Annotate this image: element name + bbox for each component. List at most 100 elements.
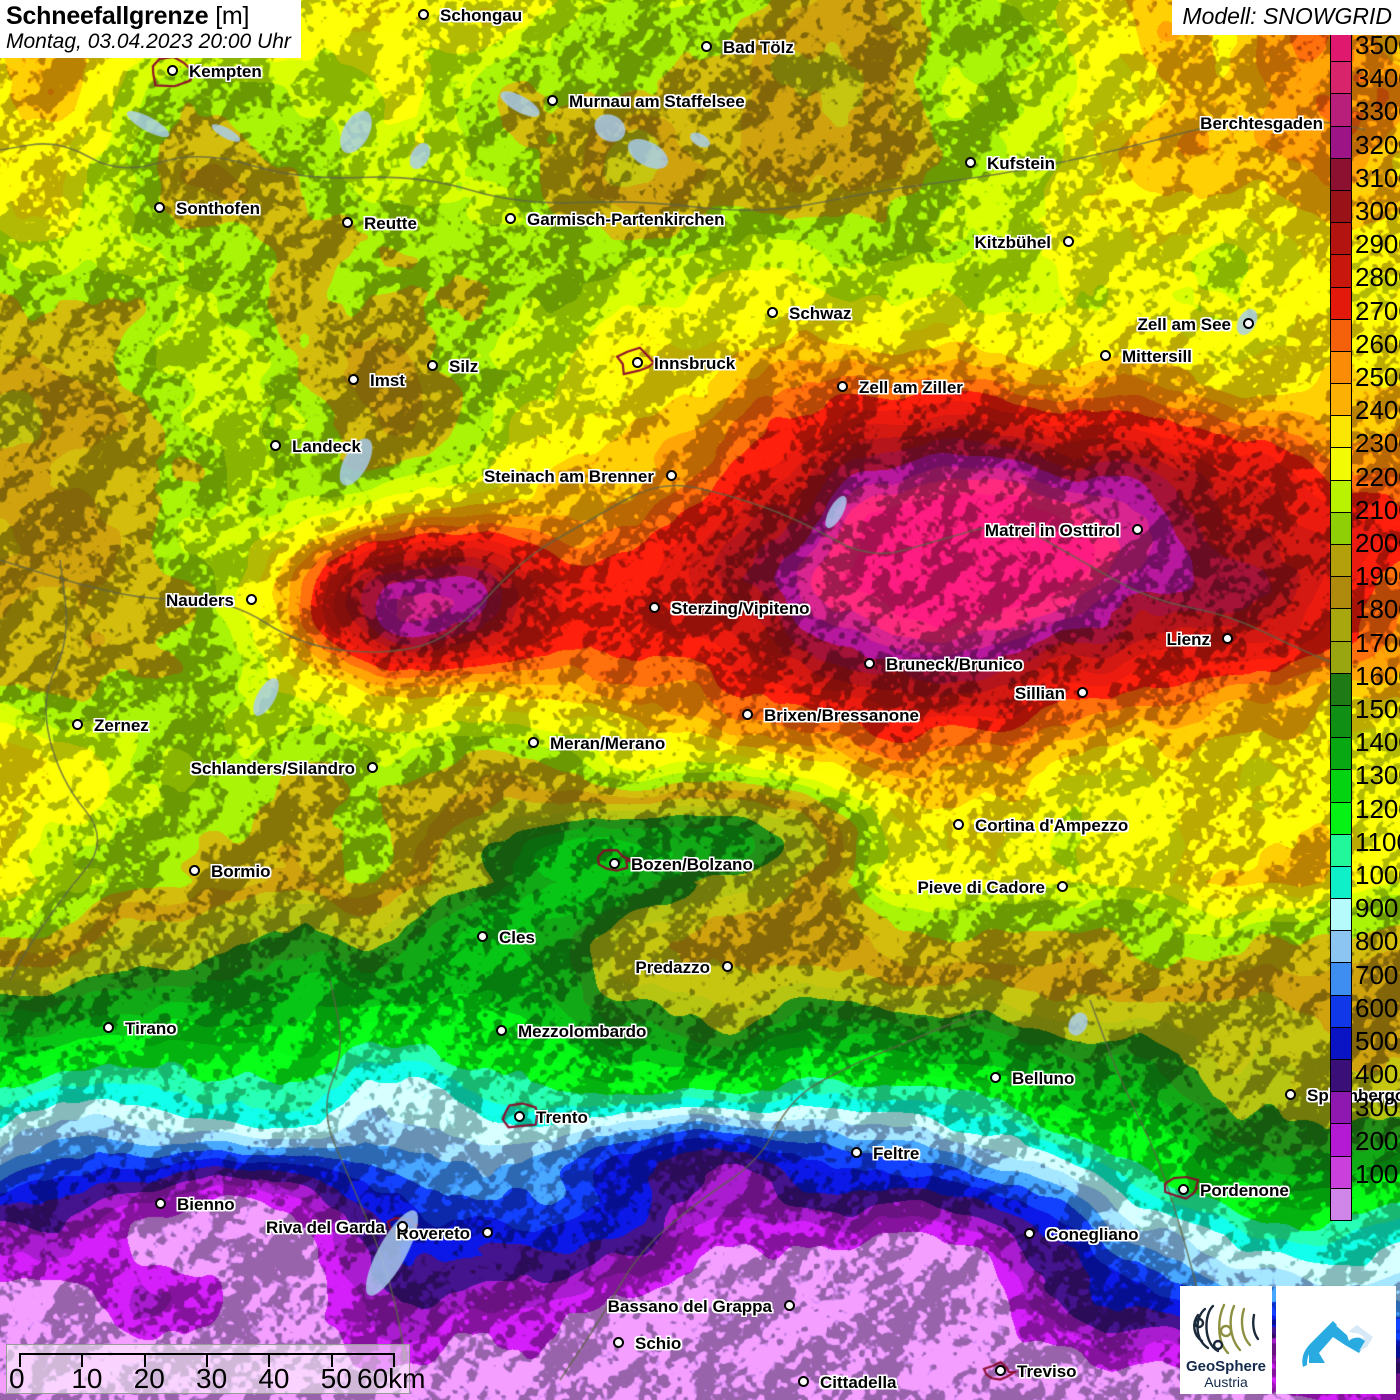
city-label: Sillian — [1014, 684, 1065, 703]
colorbar-swatch — [1330, 1026, 1352, 1060]
title-unit: [m] — [215, 2, 250, 30]
colorbar-tick-label: 700 — [1355, 959, 1399, 990]
scale-ticks — [19, 1353, 395, 1367]
colorbar-tick-label: 2700 — [1355, 295, 1400, 326]
colorbar-tick-label: 3500 — [1355, 30, 1400, 60]
city-dot-icon — [784, 1300, 795, 1311]
geosphere-logo-name: GeoSphere — [1185, 1357, 1267, 1375]
city-label: Sonthofen — [176, 199, 261, 218]
colorbar-swatch — [1330, 930, 1352, 964]
mountain-snow-icon — [1302, 1321, 1373, 1367]
scale-label: 30 — [196, 1363, 228, 1394]
colorbar-swatch — [1330, 672, 1352, 706]
colorbar-tick-label: 1400 — [1355, 727, 1400, 758]
city-label: Conegliano — [1046, 1225, 1139, 1244]
colorbar-swatch — [1330, 833, 1352, 867]
city-label: Bassano del Grappa — [607, 1297, 772, 1316]
colorbar-tick-label: 2100 — [1355, 494, 1400, 525]
city-dot-icon — [767, 307, 778, 318]
city-label: Riva del Garda — [265, 1218, 385, 1237]
geosphere-swirl-icon — [1193, 1303, 1260, 1355]
colorbar-swatch — [1330, 769, 1352, 803]
city-dot-icon — [167, 65, 178, 76]
city-label: Cittadella — [820, 1373, 897, 1392]
city-dot-icon — [995, 1365, 1006, 1376]
city-dot-icon — [1100, 350, 1111, 361]
colorbar-tick-label: 2400 — [1355, 395, 1400, 426]
colorbar-swatch — [1330, 254, 1352, 288]
city-label: Bad Tölz — [723, 38, 794, 57]
scale-label: 10 — [71, 1363, 103, 1394]
colorbar-tick-label: 1100 — [1355, 826, 1400, 857]
colorbar-tick-label: 500 — [1355, 1026, 1399, 1056]
city-dot-icon — [613, 1337, 624, 1348]
city-dot-icon — [246, 594, 257, 605]
city-dot-icon — [1077, 687, 1088, 698]
city-dot-icon — [154, 202, 165, 213]
colorbar-swatch — [1330, 608, 1352, 642]
city-label: Cles — [499, 928, 535, 947]
city-dot-icon — [965, 157, 976, 168]
colorbar-tick-label: 200 — [1355, 1125, 1399, 1156]
city-dot-icon — [547, 95, 558, 106]
scale-tick — [268, 1353, 271, 1367]
city-label: Trento — [536, 1108, 588, 1127]
geosphere-logo: GeoSphere Austria — [1180, 1286, 1272, 1394]
scale-tick — [206, 1353, 208, 1367]
city-dot-icon — [477, 931, 488, 942]
city-label: Meran/Merano — [550, 734, 666, 753]
scale-tick — [143, 1353, 146, 1367]
colorbar-swatch — [1330, 415, 1352, 449]
city-dot-icon — [609, 858, 620, 869]
city-label: Schongau — [440, 6, 523, 25]
colorbar-swatch — [1330, 737, 1352, 771]
colorbar-tick-label: 2800 — [1355, 262, 1400, 293]
colorbar-tick-label: 400 — [1355, 1059, 1399, 1090]
city-label: Feltre — [873, 1144, 920, 1163]
city-label: Schwaz — [789, 304, 852, 323]
city-dot-icon — [742, 709, 753, 720]
city-dot-icon — [348, 374, 359, 385]
city-label: Bienno — [177, 1195, 235, 1214]
colorbar-swatch — [1330, 994, 1352, 1028]
city-dot-icon — [270, 440, 281, 451]
colorbar-tick-label: 3300 — [1355, 96, 1400, 127]
city-dot-icon — [990, 1072, 1001, 1083]
city-dot-icon — [482, 1227, 493, 1238]
colorbar-tick-label: 300 — [1355, 1092, 1399, 1123]
city-label: Bormio — [211, 862, 271, 881]
scale-tick — [81, 1353, 84, 1367]
city-dot-icon — [649, 602, 660, 613]
valid-time: Montag, 03.04.2023 20:00 Uhr — [6, 30, 291, 53]
colorbar-tick-label: 2500 — [1355, 362, 1400, 392]
city-label: Mittersill — [1122, 347, 1192, 366]
city-label: Pieve di Cadore — [917, 878, 1045, 897]
colorbar-tick-label: 1700 — [1355, 627, 1400, 658]
scale-tick — [19, 1353, 21, 1367]
colorbar-swatch — [1330, 1187, 1352, 1221]
colorbar-swatch — [1330, 125, 1352, 159]
colorbar-swatch — [1330, 576, 1352, 610]
colorbar-tick-label: 100 — [1355, 1158, 1399, 1189]
city-dot-icon — [666, 470, 677, 481]
city-label: Bozen/Bolzano — [631, 855, 753, 874]
city-dot-icon — [1024, 1228, 1035, 1239]
map-title-box: Schneefallgrenze [m] Montag, 03.04.2023 … — [0, 0, 301, 58]
city-label: Schio — [635, 1334, 682, 1353]
city-dot-icon — [155, 1198, 166, 1209]
colorbar-swatch — [1330, 544, 1352, 578]
city-label: Zernez — [94, 716, 149, 735]
colorbar-tick-label: 1000 — [1355, 860, 1400, 890]
city-label: Berchtesgaden — [1200, 114, 1323, 133]
city-dot-icon — [397, 1221, 408, 1232]
city-label: Landeck — [292, 437, 361, 456]
scale-label: 0 — [9, 1363, 25, 1394]
city-dot-icon — [1222, 633, 1233, 644]
city-label: Zell am Ziller — [859, 378, 963, 397]
snowgrid-logo — [1276, 1286, 1396, 1394]
city-label: Schlanders/Silandro — [190, 759, 355, 778]
colorbar-swatch — [1330, 704, 1352, 739]
city-label: Innsbruck — [654, 354, 736, 373]
